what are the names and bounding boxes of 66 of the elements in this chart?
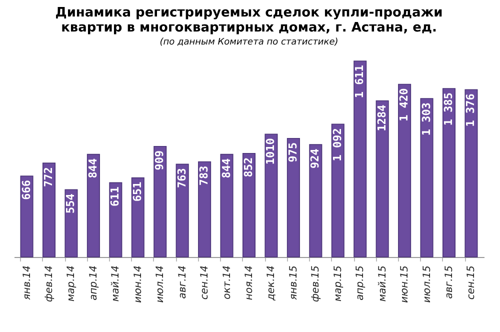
data-label: 1010 bbox=[264, 138, 278, 165]
x-tick-label: ноя.14 bbox=[244, 266, 255, 300]
data-label: 1 376 bbox=[464, 93, 478, 127]
data-label: 611 bbox=[108, 186, 122, 207]
bar bbox=[354, 60, 367, 258]
data-label: 666 bbox=[20, 180, 33, 200]
bar bbox=[420, 98, 434, 258]
x-tick-label: июл.15 bbox=[422, 266, 433, 303]
x-tick-label: май.15 bbox=[377, 266, 388, 302]
data-label: 1 385 bbox=[442, 92, 455, 126]
bar bbox=[264, 134, 278, 258]
bar bbox=[442, 88, 456, 258]
data-label: 844 bbox=[86, 158, 100, 178]
data-label: 852 bbox=[242, 157, 255, 178]
data-label: 975 bbox=[286, 142, 300, 162]
bar bbox=[376, 100, 389, 258]
bar bbox=[109, 182, 122, 258]
data-label: 1284 bbox=[375, 104, 388, 132]
data-label: 1 611 bbox=[353, 64, 366, 98]
bar bbox=[198, 161, 212, 258]
bar bbox=[398, 84, 412, 258]
data-label: 1 420 bbox=[398, 88, 411, 122]
x-tick-label: апр.15 bbox=[355, 266, 366, 300]
data-label: 651 bbox=[130, 181, 144, 202]
data-label: 1 303 bbox=[420, 102, 433, 136]
x-tick-label: фев.14 bbox=[44, 266, 55, 302]
x-tick-label: апр.14 bbox=[88, 266, 100, 300]
x-tick-label: июл.14 bbox=[155, 266, 166, 303]
data-label: 783 bbox=[198, 166, 211, 186]
data-label: 909 bbox=[153, 150, 166, 170]
data-label: 763 bbox=[175, 168, 188, 188]
bar bbox=[131, 177, 144, 258]
bar bbox=[220, 154, 234, 258]
x-tick-label: янв.14 bbox=[22, 266, 33, 300]
text: квартир в многоквартирных домах, г. Астана, ед. bbox=[61, 20, 437, 36]
bar bbox=[64, 189, 78, 258]
data-label: 924 bbox=[308, 148, 322, 168]
x-tick-label: фев.15 bbox=[310, 266, 322, 302]
bar bbox=[242, 152, 256, 258]
x-tick-label: окт.14 bbox=[222, 266, 233, 300]
x-tick-label: дек.14 bbox=[266, 266, 278, 302]
chart-subtitle: (по данным Комитета по статистике) bbox=[160, 38, 338, 48]
x-tick-label: май.14 bbox=[110, 266, 122, 302]
data-label: 554 bbox=[64, 193, 78, 214]
bar bbox=[286, 138, 300, 258]
x-tick-label: мар.15 bbox=[332, 266, 344, 302]
x-tick-label: сен.15 bbox=[466, 266, 478, 300]
x-tick-label: сен.14 bbox=[200, 266, 211, 300]
bar bbox=[464, 89, 478, 258]
data-label: 772 bbox=[42, 167, 55, 187]
bar bbox=[20, 176, 34, 258]
bar bbox=[42, 162, 56, 258]
x-tick-label: июн.15 bbox=[400, 266, 411, 303]
bar bbox=[176, 164, 189, 258]
bar bbox=[86, 154, 100, 258]
data-label: 1 092 bbox=[330, 128, 344, 162]
x-tick-label: июн.14 bbox=[132, 266, 144, 303]
bar bbox=[309, 144, 322, 258]
bar bbox=[331, 124, 344, 258]
data-label: 844 bbox=[220, 158, 233, 178]
x-tick-label: авг.14 bbox=[177, 266, 188, 299]
x-tick-label: янв.15 bbox=[288, 266, 300, 300]
x-tick-label: мар.14 bbox=[66, 266, 78, 302]
x-tick-label: авг.15 bbox=[444, 266, 455, 299]
bar bbox=[154, 146, 167, 258]
text: Динамика регистрируемых сделок купли-продажи bbox=[55, 6, 443, 21]
